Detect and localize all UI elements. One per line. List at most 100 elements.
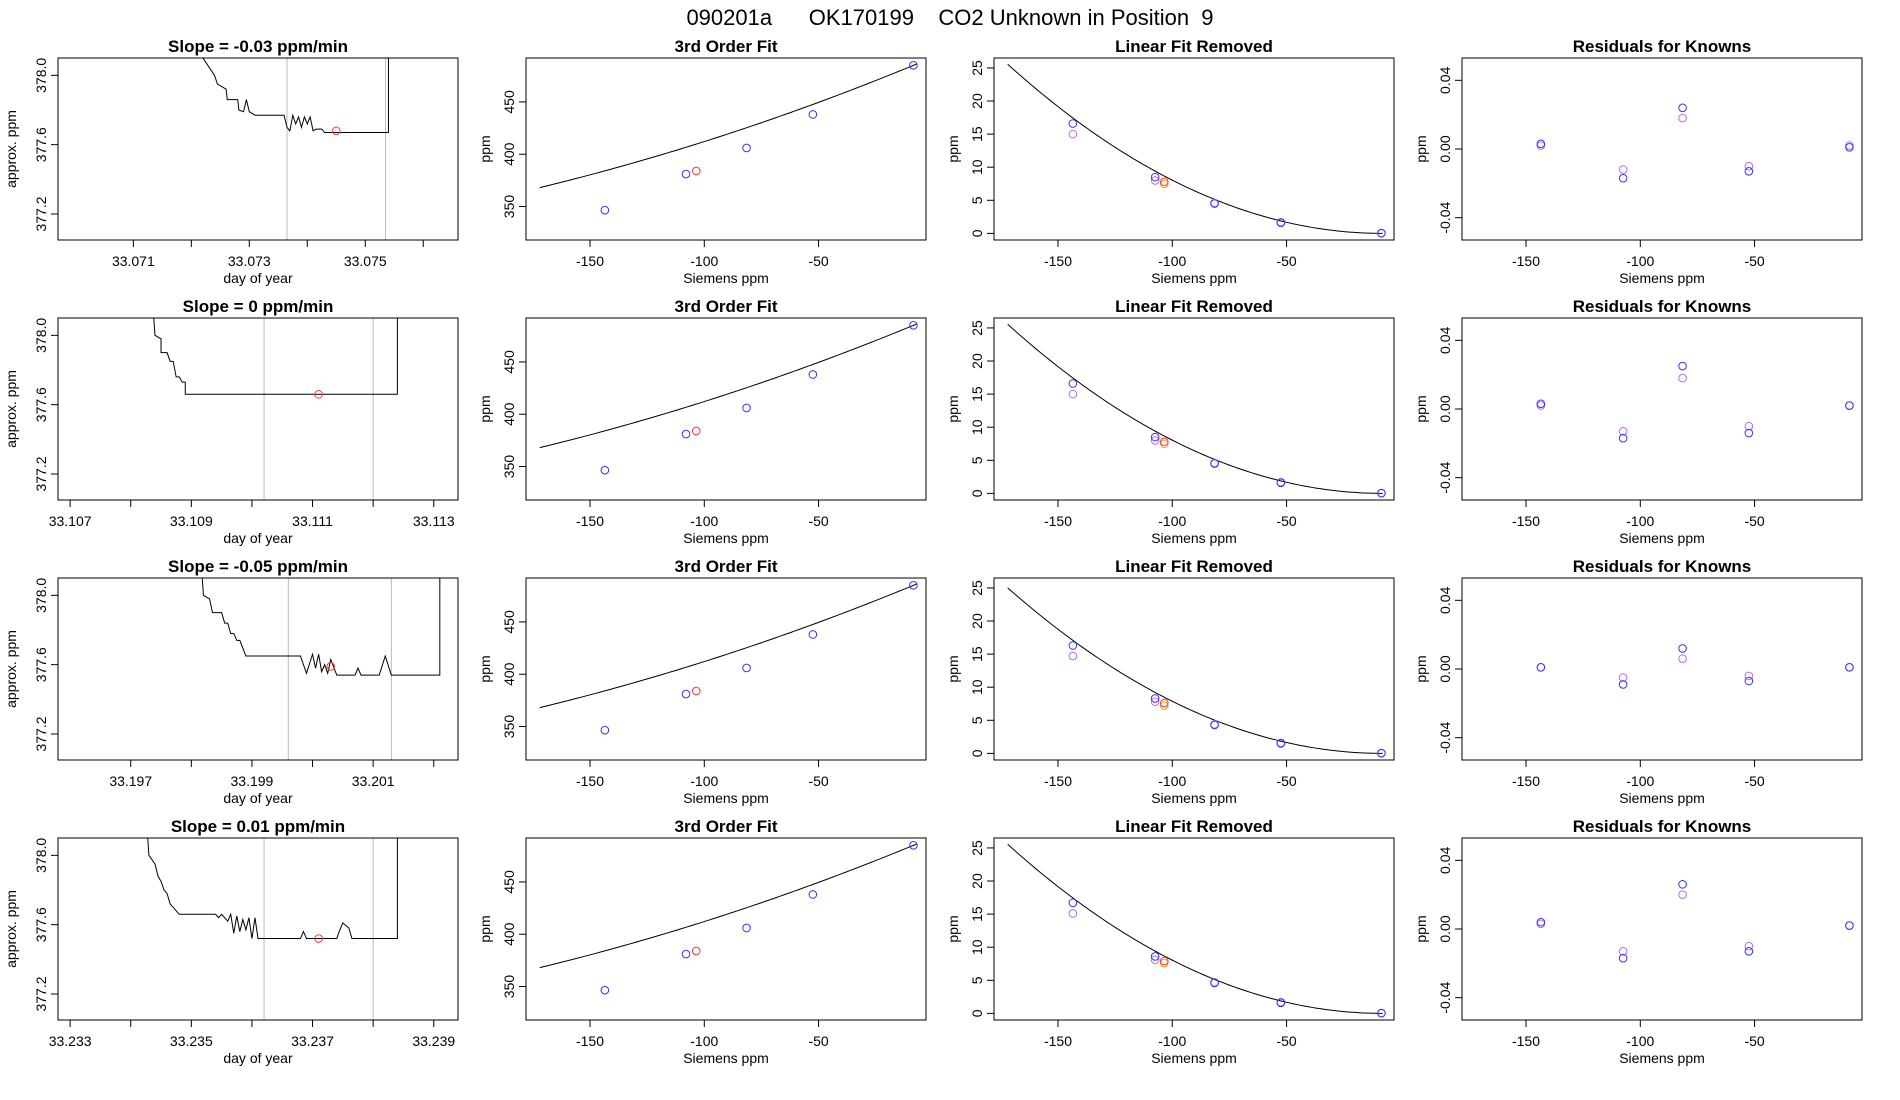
y-axis-label: ppm — [945, 395, 961, 422]
known-point-blue — [1618, 433, 1628, 443]
fit-curve — [1007, 587, 1383, 754]
concentration-trace — [153, 318, 398, 395]
y-axis-label: approx. ppm — [3, 890, 19, 968]
x-axis-label: Siemens ppm — [1619, 530, 1705, 546]
y-tick-label: 377.2 — [33, 716, 49, 751]
known-point-blue — [1618, 953, 1628, 963]
chart-title: 3rd Order Fit — [675, 297, 778, 316]
known-point-purple — [1618, 673, 1628, 682]
plot-frame — [57, 317, 459, 501]
x-tick-label: 33.071 — [112, 253, 155, 269]
plot-frame — [993, 57, 1395, 241]
known-point-blue — [909, 61, 918, 70]
x-axis-label: day of year — [223, 530, 293, 546]
unknown-point-red — [691, 686, 701, 696]
y-axis-label: ppm — [477, 135, 493, 162]
x-axis-label: Siemens ppm — [1151, 790, 1237, 806]
x-tick-label: 33.235 — [170, 1033, 213, 1049]
x-tick-label: -100 — [690, 513, 718, 529]
y-tick-label: 20 — [969, 873, 985, 889]
known-point-purple — [1744, 161, 1754, 171]
known-point-blue — [742, 143, 751, 153]
y-axis-label: approx. ppm — [3, 110, 19, 188]
fit-curve — [1007, 843, 1383, 1014]
chart-title: Linear Fit Removed — [1115, 37, 1273, 56]
x-tick-label: -100 — [690, 253, 718, 269]
y-tick-label: -0.04 — [1437, 722, 1453, 754]
y-tick-label: 25 — [969, 580, 985, 596]
unknown-point-red — [331, 126, 341, 136]
chart-title: Residuals for Knowns — [1573, 557, 1752, 576]
known-point-blue — [1210, 978, 1219, 988]
known-point-blue — [742, 403, 751, 413]
x-tick-label: 33.237 — [291, 1033, 334, 1049]
chart-panel-15: Linear Fit Removed -150 -100 -50 Siemens ppm… — [945, 817, 1395, 1066]
x-tick-label: -100 — [1626, 773, 1654, 789]
x-axis-label: day of year — [223, 270, 293, 286]
x-tick-label: 33.201 — [352, 773, 395, 789]
known-point-blue — [1845, 662, 1854, 672]
x-tick-label: 33.109 — [170, 513, 213, 529]
known-point-blue — [808, 110, 818, 119]
known-point-blue — [600, 205, 610, 215]
x-tick-label: -100 — [1626, 513, 1654, 529]
known-point-purple — [1150, 955, 1160, 965]
known-point-purple — [1150, 436, 1160, 445]
chart-panel-13: Slope = 0.01 ppm/min 33.233 33.235 33.237 33… — [3, 817, 459, 1066]
known-point-blue — [681, 429, 691, 439]
unknown-point-red — [326, 662, 336, 671]
chart-panel-16: Residuals for Knowns -150 -100 -50 Siemens p… — [1413, 817, 1863, 1066]
x-tick-label: 33.073 — [228, 253, 271, 269]
known-point-purple — [1068, 389, 1078, 399]
x-axis-label: Siemens ppm — [1151, 530, 1237, 546]
x-axis-label: Siemens ppm — [1619, 270, 1705, 286]
y-tick-label: 15 — [969, 906, 985, 922]
y-axis-label: ppm — [477, 915, 493, 942]
fit-curve — [539, 323, 918, 449]
y-tick-label: 10 — [969, 159, 985, 175]
chart-title: Residuals for Knowns — [1573, 817, 1752, 836]
known-point-blue — [1150, 172, 1160, 182]
x-tick-label: -150 — [1512, 1033, 1540, 1049]
known-point-blue — [1276, 218, 1286, 228]
known-point-purple — [1068, 909, 1078, 918]
chart-panel-2: 3rd Order Fit -150 -100 -50 Siemens ppm 350 40… — [477, 37, 927, 286]
known-point-blue — [600, 725, 610, 735]
y-tick-label: 350 — [501, 195, 517, 219]
known-point-blue — [1678, 644, 1687, 653]
known-point-blue — [681, 949, 691, 959]
y-tick-label: 15 — [969, 386, 985, 402]
x-axis-label: Siemens ppm — [683, 270, 769, 286]
known-point-blue — [600, 465, 610, 475]
known-point-blue — [1845, 142, 1854, 152]
y-axis-label: ppm — [945, 915, 961, 942]
chart-title: Linear Fit Removed — [1115, 817, 1273, 836]
y-tick-label: 0.00 — [1437, 135, 1453, 162]
chart-panel-4: Residuals for Knowns -150 -100 -50 Siemens p… — [1413, 37, 1863, 286]
x-axis-label: Siemens ppm — [683, 530, 769, 546]
x-axis-label: Siemens ppm — [1151, 270, 1237, 286]
x-tick-label: -150 — [576, 773, 604, 789]
x-tick-label: -150 — [1044, 1033, 1072, 1049]
known-point-blue — [1068, 379, 1078, 388]
known-point-blue — [1678, 880, 1687, 889]
known-point-blue — [742, 663, 751, 673]
plot-frame — [57, 57, 459, 241]
chart-panel-7: Linear Fit Removed -150 -100 -50 Siemens ppm… — [945, 297, 1395, 546]
x-axis-label: Siemens ppm — [683, 1050, 769, 1066]
known-point-purple — [1678, 654, 1687, 664]
known-point-purple — [1150, 697, 1160, 707]
y-tick-label: 15 — [969, 126, 985, 142]
known-point-blue — [742, 923, 751, 933]
y-tick-label: -0.04 — [1437, 982, 1453, 1014]
chart-title: 3rd Order Fit — [675, 817, 778, 836]
chart-panel-9: Slope = -0.05 ppm/min 33.197 33.199 33.201 d… — [3, 557, 459, 806]
fit-curve — [539, 63, 918, 189]
known-point-blue — [808, 890, 818, 899]
chart-panel-10: 3rd Order Fit -150 -100 -50 Siemens ppm 350 40… — [477, 557, 927, 806]
y-tick-label: 377.6 — [33, 647, 49, 682]
unknown-point-red — [1159, 177, 1169, 187]
y-tick-label: 450 — [501, 610, 517, 634]
y-tick-label: 378.0 — [33, 838, 49, 873]
